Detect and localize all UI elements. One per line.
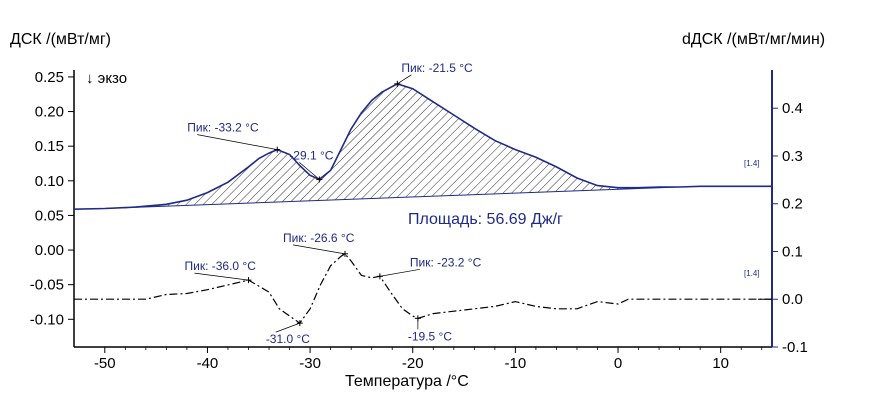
peak-area-hatch: [104, 83, 680, 209]
right-axis-label: dДСК /(мВт/мг/мин): [682, 31, 826, 48]
x-tick-label: -40: [197, 355, 219, 372]
left-tick-label: 0.25: [35, 69, 64, 86]
peak-annotation: Пик: -23.2 °C: [410, 255, 482, 269]
x-tick-label: -50: [94, 355, 116, 372]
peak-annotation: Пик: -26.6 °C: [283, 231, 355, 245]
left-tick-label: 0.20: [35, 104, 64, 121]
area-baseline: [104, 186, 680, 209]
x-axis-label: Температура /°C: [345, 373, 469, 390]
x-tick-label: -30: [299, 355, 321, 372]
x-tick-label: -10: [505, 355, 527, 372]
left-tick-label: 0.10: [35, 173, 64, 190]
right-tick-group: 0.4 0.3 0.2 0.1 0.0 -0.1: [772, 100, 808, 356]
x-tick-group: -50 -40 -30 -20 -10 0 10: [94, 347, 763, 372]
right-tick-label: -0.1: [782, 339, 808, 356]
end-marker-top: [1.4]: [744, 159, 760, 168]
right-tick-label: 0.4: [782, 100, 803, 117]
exo-direction-label: ↓ экзо: [86, 70, 128, 87]
peak-annotation: Пик: -21.5 °C: [401, 61, 473, 75]
end-marker-bottom: [1.4]: [744, 269, 760, 278]
peak-annotation: -29.1 °C: [289, 148, 333, 162]
left-axis-label: ДСК /(мВт/мг): [10, 31, 112, 48]
annotation-leader: [275, 322, 300, 333]
ddsc-series-line: [74, 253, 772, 324]
annotation-leader: [379, 268, 420, 277]
dsc-series-line: [73, 83, 772, 210]
right-tick-label: 0.1: [782, 243, 803, 260]
annotation-leader: [292, 244, 346, 255]
annotation-leader: [397, 74, 412, 85]
left-tick-label: 0.15: [35, 138, 64, 155]
peak-annotations: Пик: -21.5 °C -29.1 °C Пик: -33.2 °C Пик: -…: [185, 61, 482, 346]
left-tick-group: 0.25 0.20 0.15 0.10 0.05 0.00 -0.05 -0.10: [30, 69, 74, 328]
peak-annotation: Пик: -36.0 °C: [185, 259, 257, 273]
right-tick-label: 0.3: [782, 148, 803, 165]
peak-annotation: -31.0 °C: [266, 332, 310, 346]
peak-annotation: Пик: -33.2 °C: [187, 121, 259, 135]
left-tick-label: 0.00: [35, 242, 64, 259]
right-tick-label: 0.2: [782, 196, 803, 213]
right-tick-label: 0.0: [782, 291, 803, 308]
annotation-leader: [299, 162, 320, 180]
left-tick-label: -0.10: [30, 311, 64, 328]
area-label: Площадь: 56.69 Дж/г: [408, 211, 563, 228]
annotation-leader: [197, 134, 278, 150]
peak-markers: [245, 80, 772, 327]
x-tick-label: 0: [614, 355, 622, 372]
left-tick-label: 0.05: [35, 207, 64, 224]
x-tick-label: 10: [712, 355, 729, 372]
peak-annotation: -19.5 °C: [408, 329, 452, 343]
left-tick-label: -0.05: [30, 277, 64, 294]
x-tick-label: -20: [402, 355, 424, 372]
annotation-leader: [194, 272, 249, 281]
